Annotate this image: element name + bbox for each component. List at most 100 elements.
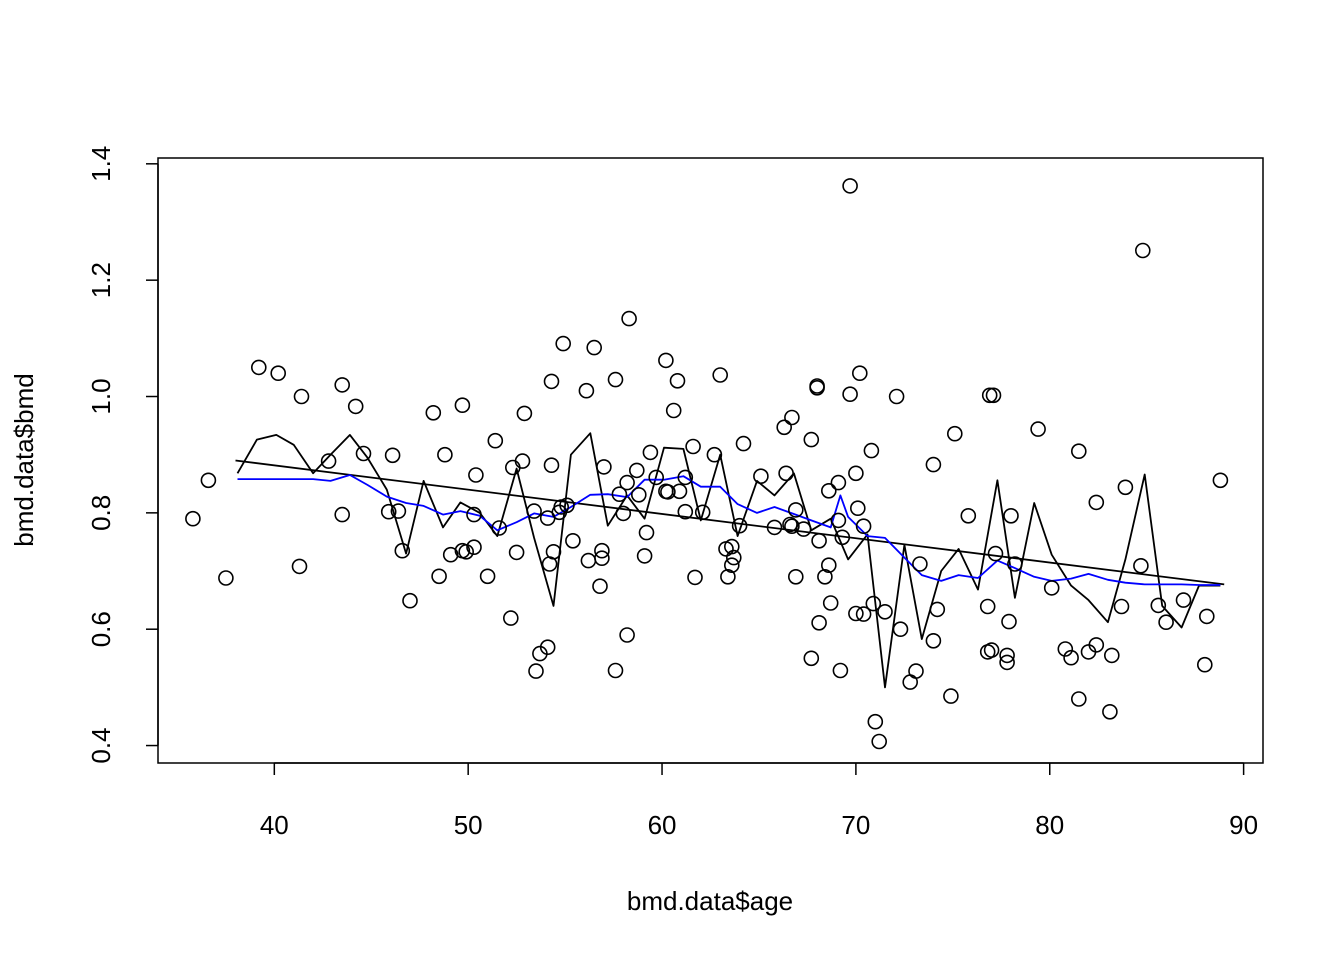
data-point bbox=[502, 610, 519, 626]
data-point bbox=[1104, 647, 1120, 664]
data-point bbox=[270, 365, 287, 382]
data-point bbox=[863, 442, 880, 459]
data-point bbox=[508, 544, 525, 561]
data-point bbox=[925, 456, 942, 473]
data-point bbox=[1150, 597, 1167, 614]
data-point bbox=[892, 621, 909, 638]
data-point bbox=[1088, 637, 1105, 653]
x-tick-label: 80 bbox=[1035, 810, 1064, 840]
data-point bbox=[642, 444, 659, 461]
y-axis: 0.4 0.6 0.8 1.0 1.2 1.4 bbox=[86, 146, 159, 764]
data-point bbox=[867, 713, 884, 730]
data-point bbox=[1057, 641, 1074, 657]
data-point bbox=[458, 543, 475, 560]
data-point bbox=[402, 592, 418, 609]
data-point bbox=[553, 499, 570, 515]
data-point bbox=[1113, 598, 1130, 615]
data-point bbox=[877, 603, 893, 620]
data-point bbox=[355, 445, 372, 462]
data-point bbox=[795, 521, 812, 537]
y-tick-label: 0.8 bbox=[86, 495, 116, 531]
x-tick-label: 90 bbox=[1229, 810, 1258, 840]
x-axis: 40 50 60 70 80 90 bbox=[260, 762, 1258, 840]
data-point bbox=[1007, 556, 1023, 572]
data-point bbox=[902, 674, 919, 690]
data-point bbox=[526, 503, 542, 519]
data-point bbox=[545, 543, 562, 560]
data-point bbox=[943, 688, 959, 704]
data-point bbox=[185, 510, 201, 527]
data-point bbox=[677, 503, 694, 520]
data-point bbox=[855, 606, 872, 622]
data-point bbox=[454, 397, 471, 414]
data-point bbox=[871, 733, 888, 750]
data-point bbox=[776, 419, 793, 436]
data-point bbox=[784, 518, 800, 535]
data-point bbox=[731, 517, 748, 534]
data-point bbox=[291, 558, 308, 575]
data-point bbox=[925, 632, 942, 649]
data-point bbox=[384, 447, 401, 464]
data-point bbox=[809, 379, 825, 396]
regression-line bbox=[235, 459, 1225, 586]
data-point bbox=[1197, 656, 1213, 673]
data-point bbox=[250, 359, 267, 376]
data-point bbox=[607, 662, 624, 679]
data-point bbox=[830, 512, 847, 529]
data-point bbox=[466, 539, 482, 556]
data-point bbox=[851, 365, 868, 382]
data-point bbox=[559, 497, 575, 514]
y-tick-label: 0.4 bbox=[86, 727, 116, 763]
data-point bbox=[380, 503, 397, 520]
data-point bbox=[1135, 242, 1151, 259]
data-point bbox=[735, 435, 752, 452]
x-tick-label: 50 bbox=[454, 810, 483, 840]
data-point bbox=[479, 568, 496, 585]
data-point bbox=[723, 557, 740, 574]
y-tick-label: 1.0 bbox=[86, 378, 116, 414]
data-point bbox=[504, 459, 521, 476]
data-point bbox=[334, 506, 351, 523]
data-point bbox=[1088, 494, 1105, 511]
data-point bbox=[848, 605, 864, 622]
data-point bbox=[985, 387, 1002, 404]
data-point bbox=[514, 453, 531, 469]
data-point bbox=[619, 474, 635, 491]
data-point bbox=[842, 386, 858, 403]
data-point bbox=[832, 662, 849, 679]
data-point bbox=[803, 431, 820, 448]
data-point bbox=[1117, 479, 1134, 496]
data-point bbox=[611, 486, 628, 503]
x-tick-label: 40 bbox=[260, 810, 289, 840]
data-point bbox=[1043, 580, 1060, 596]
data-point bbox=[1003, 507, 1019, 524]
data-point bbox=[946, 425, 963, 442]
data-point bbox=[347, 398, 364, 415]
y-tick-label: 1.2 bbox=[86, 262, 116, 298]
data-point bbox=[334, 377, 351, 393]
data-point bbox=[687, 569, 703, 586]
data-point bbox=[431, 568, 447, 585]
data-point bbox=[720, 568, 736, 585]
data-point bbox=[1199, 608, 1215, 625]
data-point bbox=[929, 601, 946, 618]
data-point bbox=[848, 465, 864, 482]
series-lines bbox=[235, 432, 1225, 689]
x-tick-label: 70 bbox=[841, 810, 870, 840]
data-point bbox=[999, 647, 1015, 664]
data-point bbox=[596, 459, 612, 475]
data-point bbox=[1133, 557, 1149, 574]
data-point bbox=[912, 556, 928, 572]
data-point bbox=[981, 387, 998, 404]
data-point bbox=[1063, 649, 1079, 666]
y-tick-label: 0.6 bbox=[86, 611, 116, 647]
data-point bbox=[390, 503, 407, 519]
data-point bbox=[578, 382, 595, 399]
data-point bbox=[1071, 443, 1087, 460]
data-point bbox=[437, 446, 453, 463]
data-point bbox=[293, 388, 310, 405]
data-point bbox=[539, 639, 556, 656]
data-point bbox=[1071, 691, 1087, 707]
data-point bbox=[784, 409, 800, 426]
data-point bbox=[543, 373, 560, 390]
